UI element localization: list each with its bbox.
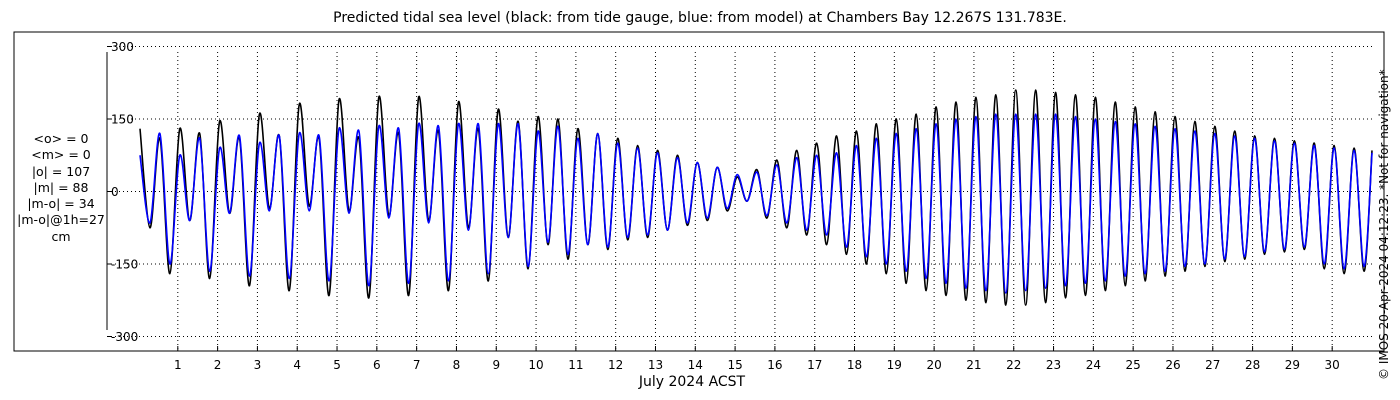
x-tick-label: 17 <box>807 358 822 372</box>
y-tick-label: -300 <box>111 330 138 344</box>
stat-mean-model: <m> = 0 <box>31 147 91 163</box>
x-tick-label: 12 <box>608 358 623 372</box>
stat-abs-difference-1h: |m-o|@1h=27 <box>17 212 105 228</box>
stat-abs-observed: |o| = 107 <box>31 163 91 179</box>
x-tick-label: 13 <box>648 358 663 372</box>
x-tick-label: 21 <box>966 358 981 372</box>
x-tick-label: 16 <box>767 358 782 372</box>
x-tick-label: 24 <box>1086 358 1101 372</box>
x-tick-label: 7 <box>413 358 421 372</box>
stat-mean-observed: <o> = 0 <box>33 131 89 146</box>
x-axis: 1 2 3 4 5 6 7 8 9 10 11 12 13 14 15 16 17 18 19 20 21 22 23 24 2… <box>174 346 1340 372</box>
x-tick-label: 4 <box>293 358 301 372</box>
stats-panel: <o> = 0 <m> = 0 |o| = 107 |m| = 88 |m-o|… <box>0 131 122 245</box>
x-tick-label: 15 <box>727 358 742 372</box>
stat-abs-difference: |m-o| = 34 <box>27 196 95 212</box>
x-tick-label: 10 <box>528 358 543 372</box>
x-tick-label: 26 <box>1165 358 1180 372</box>
x-tick-label: 19 <box>887 358 902 372</box>
x-tick-label: 28 <box>1245 358 1260 372</box>
tide-gauge-series <box>139 89 1373 306</box>
y-axis: 300 150 0 -150 -300 <box>106 40 138 344</box>
x-tick-label: 27 <box>1205 358 1220 372</box>
x-tick-label: 25 <box>1126 358 1141 372</box>
x-tick-label: 1 <box>174 358 182 372</box>
x-tick-label: 22 <box>1006 358 1021 372</box>
x-tick-label: 2 <box>214 358 222 372</box>
x-tick-label: 6 <box>373 358 381 372</box>
stat-units: cm <box>51 228 71 244</box>
y-tick-label: 150 <box>111 113 134 127</box>
x-tick-label: 20 <box>926 358 941 372</box>
y-tick-label: 0 <box>111 185 119 199</box>
outer-frame <box>13 31 1385 352</box>
chart-title: Predicted tidal sea level (black: from t… <box>333 10 1067 26</box>
x-tick-label: 9 <box>492 358 500 372</box>
y-tick-label: -150 <box>111 258 138 272</box>
model-series <box>139 113 1373 294</box>
x-tick-label: 14 <box>688 358 703 372</box>
series-lines <box>139 89 1373 306</box>
x-tick-label: 30 <box>1325 358 1340 372</box>
copyright-notice: © IMOS 20-Apr-2024 04:12:23. *Not for na… <box>1377 69 1391 380</box>
grid-lines <box>107 46 1372 351</box>
x-tick-label: 18 <box>847 358 862 372</box>
stat-abs-model: |m| = 88 <box>33 179 89 195</box>
x-tick-label: 29 <box>1285 358 1300 372</box>
x-axis-label: July 2024 ACST <box>638 374 746 390</box>
x-tick-label: 3 <box>254 358 262 372</box>
x-tick-label: 11 <box>568 358 583 372</box>
y-tick-label: 300 <box>111 40 134 54</box>
x-tick-label: 5 <box>333 358 341 372</box>
x-tick-label: 8 <box>453 358 461 372</box>
x-tick-label: 23 <box>1046 358 1061 372</box>
